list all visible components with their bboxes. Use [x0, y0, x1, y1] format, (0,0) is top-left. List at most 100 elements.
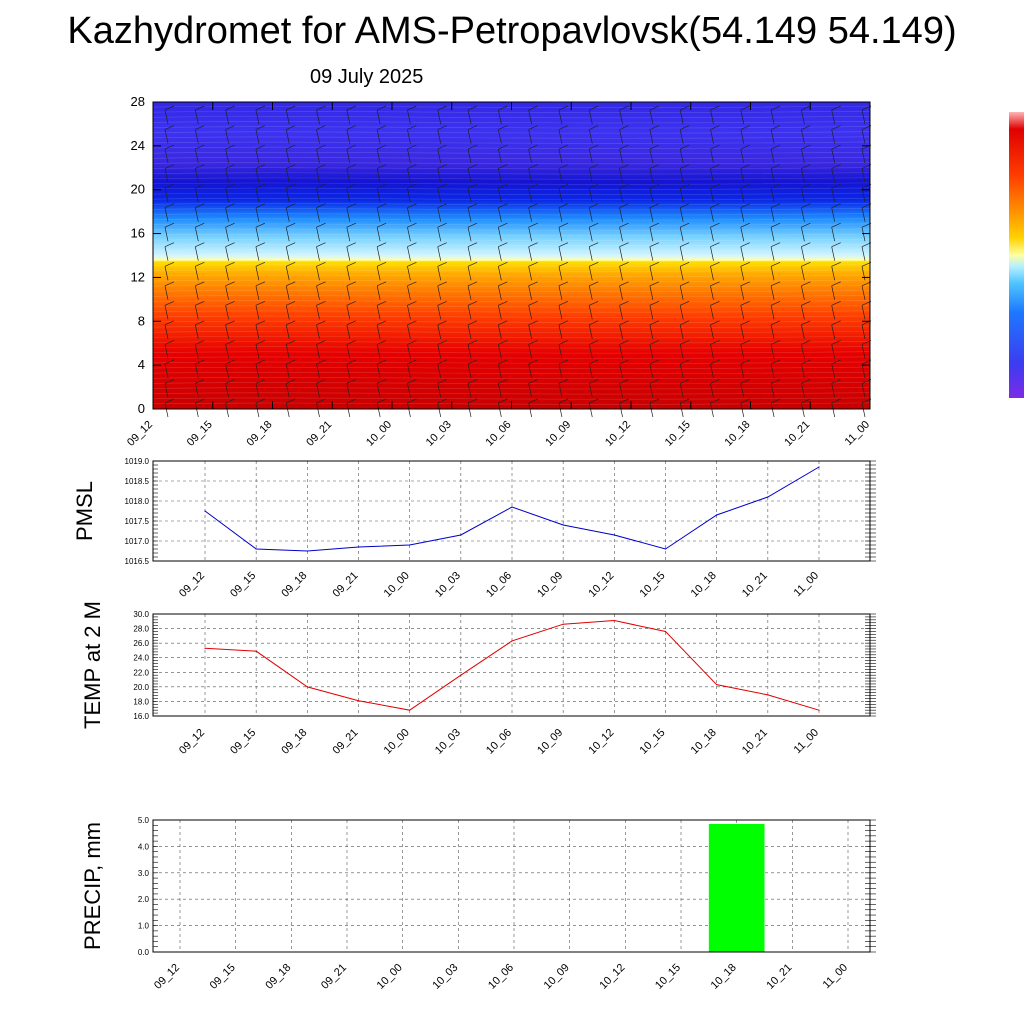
contour-line	[152, 330, 871, 333]
wind-barb	[498, 320, 508, 339]
wind-barb	[255, 320, 266, 339]
wind-barb	[194, 398, 205, 418]
x-tick-label: 10_06	[486, 962, 516, 992]
wind-barb	[467, 203, 478, 222]
wind-barb	[740, 301, 750, 320]
wind-barb	[740, 125, 750, 144]
y-tick-label: 24	[131, 138, 145, 153]
data-point	[460, 674, 462, 676]
wind-barb	[588, 222, 599, 242]
wind-barb	[285, 359, 296, 379]
contour-line	[152, 167, 871, 170]
wind-barb	[407, 340, 417, 359]
wind-barb	[498, 222, 508, 242]
wind-barb	[588, 398, 599, 418]
wind-barb	[285, 320, 296, 339]
contour-line	[152, 377, 871, 380]
wind-barb	[619, 281, 629, 300]
wind-barb	[679, 242, 690, 261]
wind-barb	[528, 261, 538, 281]
contour-line	[152, 290, 871, 293]
wind-barb	[164, 301, 175, 320]
contour-line	[152, 382, 871, 385]
heatmap-panel: 0 4 8 12 16 20 24 28 09_12 09_15 09_18 09_21 10_00 10…	[125, 94, 872, 449]
contour-line	[152, 310, 871, 313]
plot-frame	[152, 819, 871, 953]
wind-barb	[801, 281, 811, 300]
wind-barb	[376, 105, 387, 125]
wind-barb	[346, 281, 356, 300]
wind-barb	[285, 379, 296, 398]
wind-barb	[255, 281, 266, 300]
wind-barb	[225, 203, 235, 222]
wind-barb	[558, 222, 569, 242]
wind-barb	[194, 105, 205, 125]
x-tick-label: 10_00	[382, 727, 412, 757]
x-tick-label: 09_18	[245, 419, 275, 449]
y-axis-label: PRECIP, mm	[80, 822, 105, 950]
wind-barb	[679, 398, 690, 418]
wind-barb	[710, 261, 720, 281]
wind-barb	[831, 203, 841, 222]
wind-barb	[285, 398, 296, 418]
contour-line	[152, 341, 871, 344]
wind-barb	[770, 125, 781, 144]
wind-barb	[437, 340, 447, 359]
wind-barb	[164, 340, 175, 359]
wind-barb	[740, 203, 750, 222]
wind-barb	[467, 320, 478, 339]
wind-barb	[285, 203, 296, 222]
wind-barb	[649, 261, 660, 281]
wind-barb	[649, 164, 660, 183]
chart-subtitle: 09 July 2025	[310, 66, 424, 88]
wind-barb	[498, 183, 508, 203]
wind-barb	[376, 203, 387, 222]
wind-barb	[619, 183, 629, 203]
x-tick-label: 09_12	[177, 570, 207, 600]
wind-barb	[558, 105, 569, 125]
wind-barb	[346, 379, 356, 398]
wind-barb	[831, 340, 841, 359]
x-tick-label: 09_21	[319, 962, 349, 992]
data-point	[255, 548, 257, 550]
wind-barb	[649, 379, 660, 398]
x-tick-label: 09_12	[177, 727, 207, 757]
contour-line	[152, 213, 871, 216]
contour-line	[152, 300, 871, 303]
wind-barb	[437, 398, 447, 418]
wind-barb	[376, 301, 387, 320]
y-tick-label: 1016.5	[125, 557, 150, 566]
wind-barb	[801, 320, 811, 339]
wind-barb	[588, 105, 599, 125]
wind-barb	[740, 340, 750, 359]
x-tick-label: 10_18	[689, 570, 719, 600]
wind-barb	[255, 164, 266, 183]
wind-barb	[528, 203, 538, 222]
wind-barb	[225, 242, 235, 261]
wind-barb	[346, 125, 356, 144]
wind-barb	[831, 242, 841, 261]
wind-barb	[740, 183, 750, 203]
wind-barb	[376, 144, 387, 164]
wind-barb	[194, 340, 205, 359]
wind-barb	[346, 398, 356, 418]
wind-barb	[407, 183, 417, 203]
contour-line	[152, 325, 871, 328]
wind-barb	[588, 320, 599, 339]
chart-title: Kazhydromet for AMS-Petropavlovsk(54.149…	[67, 10, 957, 52]
data-point	[818, 466, 820, 468]
wind-barb	[679, 261, 690, 281]
wind-barb	[498, 281, 508, 300]
wind-barb	[619, 203, 629, 222]
wind-barb	[437, 379, 447, 398]
wind-barb	[528, 301, 538, 320]
wind-barb	[710, 222, 720, 242]
wind-barb	[588, 144, 599, 164]
x-tick-label: 11_00	[792, 570, 822, 600]
contour-line	[152, 249, 871, 252]
contour-line	[152, 172, 871, 175]
x-tick-label: 10_09	[535, 727, 565, 757]
contour-line	[152, 110, 871, 113]
wind-barb	[376, 261, 387, 281]
wind-barb	[407, 203, 417, 222]
